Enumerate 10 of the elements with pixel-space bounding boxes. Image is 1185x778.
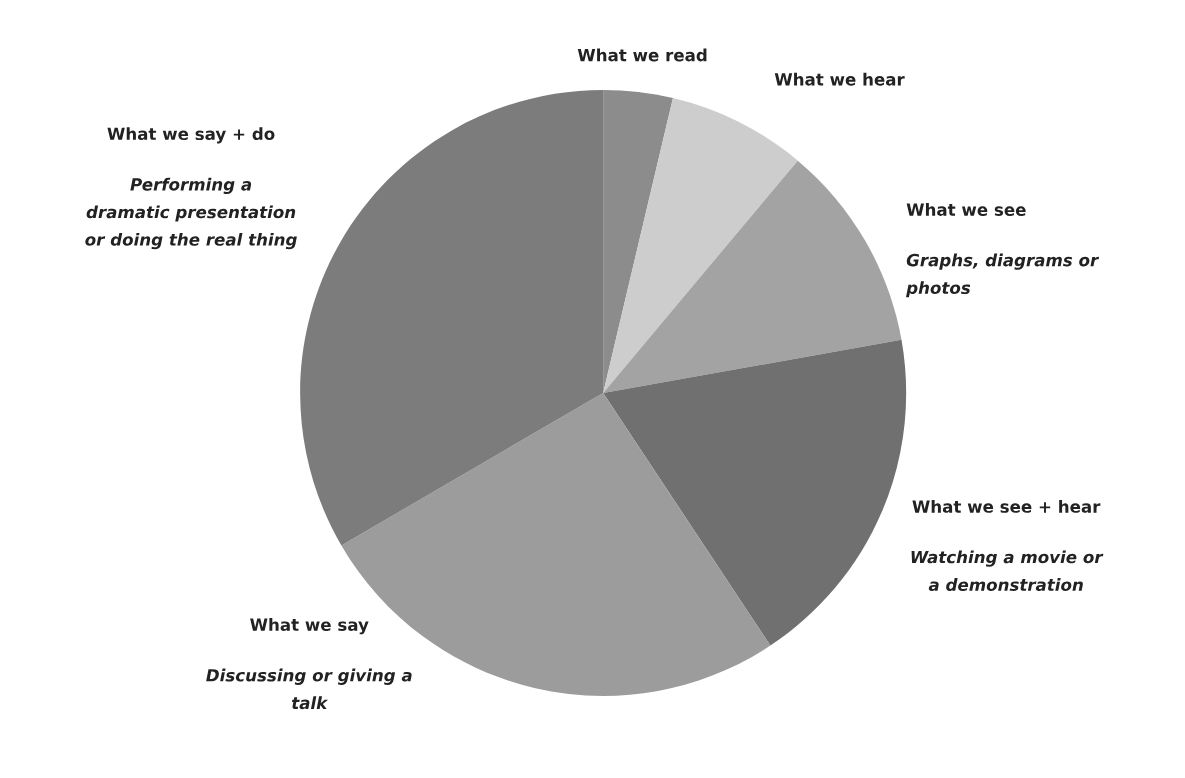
text: Performing a dramatic presentation or doing the real thing [85, 177, 297, 250]
text: Discussing or giving a talk [206, 668, 412, 710]
slice-label: What we say + do [107, 127, 275, 144]
slice-label: What we see + hear [912, 499, 1101, 513]
text: Watching a movie or a demonstration [911, 550, 1104, 592]
text: Graphs, diagrams or photos [906, 253, 1100, 298]
slice-label: What we read [577, 48, 707, 62]
slice-label: What we see [906, 203, 1026, 216]
slice-label: What we hear [774, 72, 905, 86]
slice-label: What we say [250, 618, 369, 635]
